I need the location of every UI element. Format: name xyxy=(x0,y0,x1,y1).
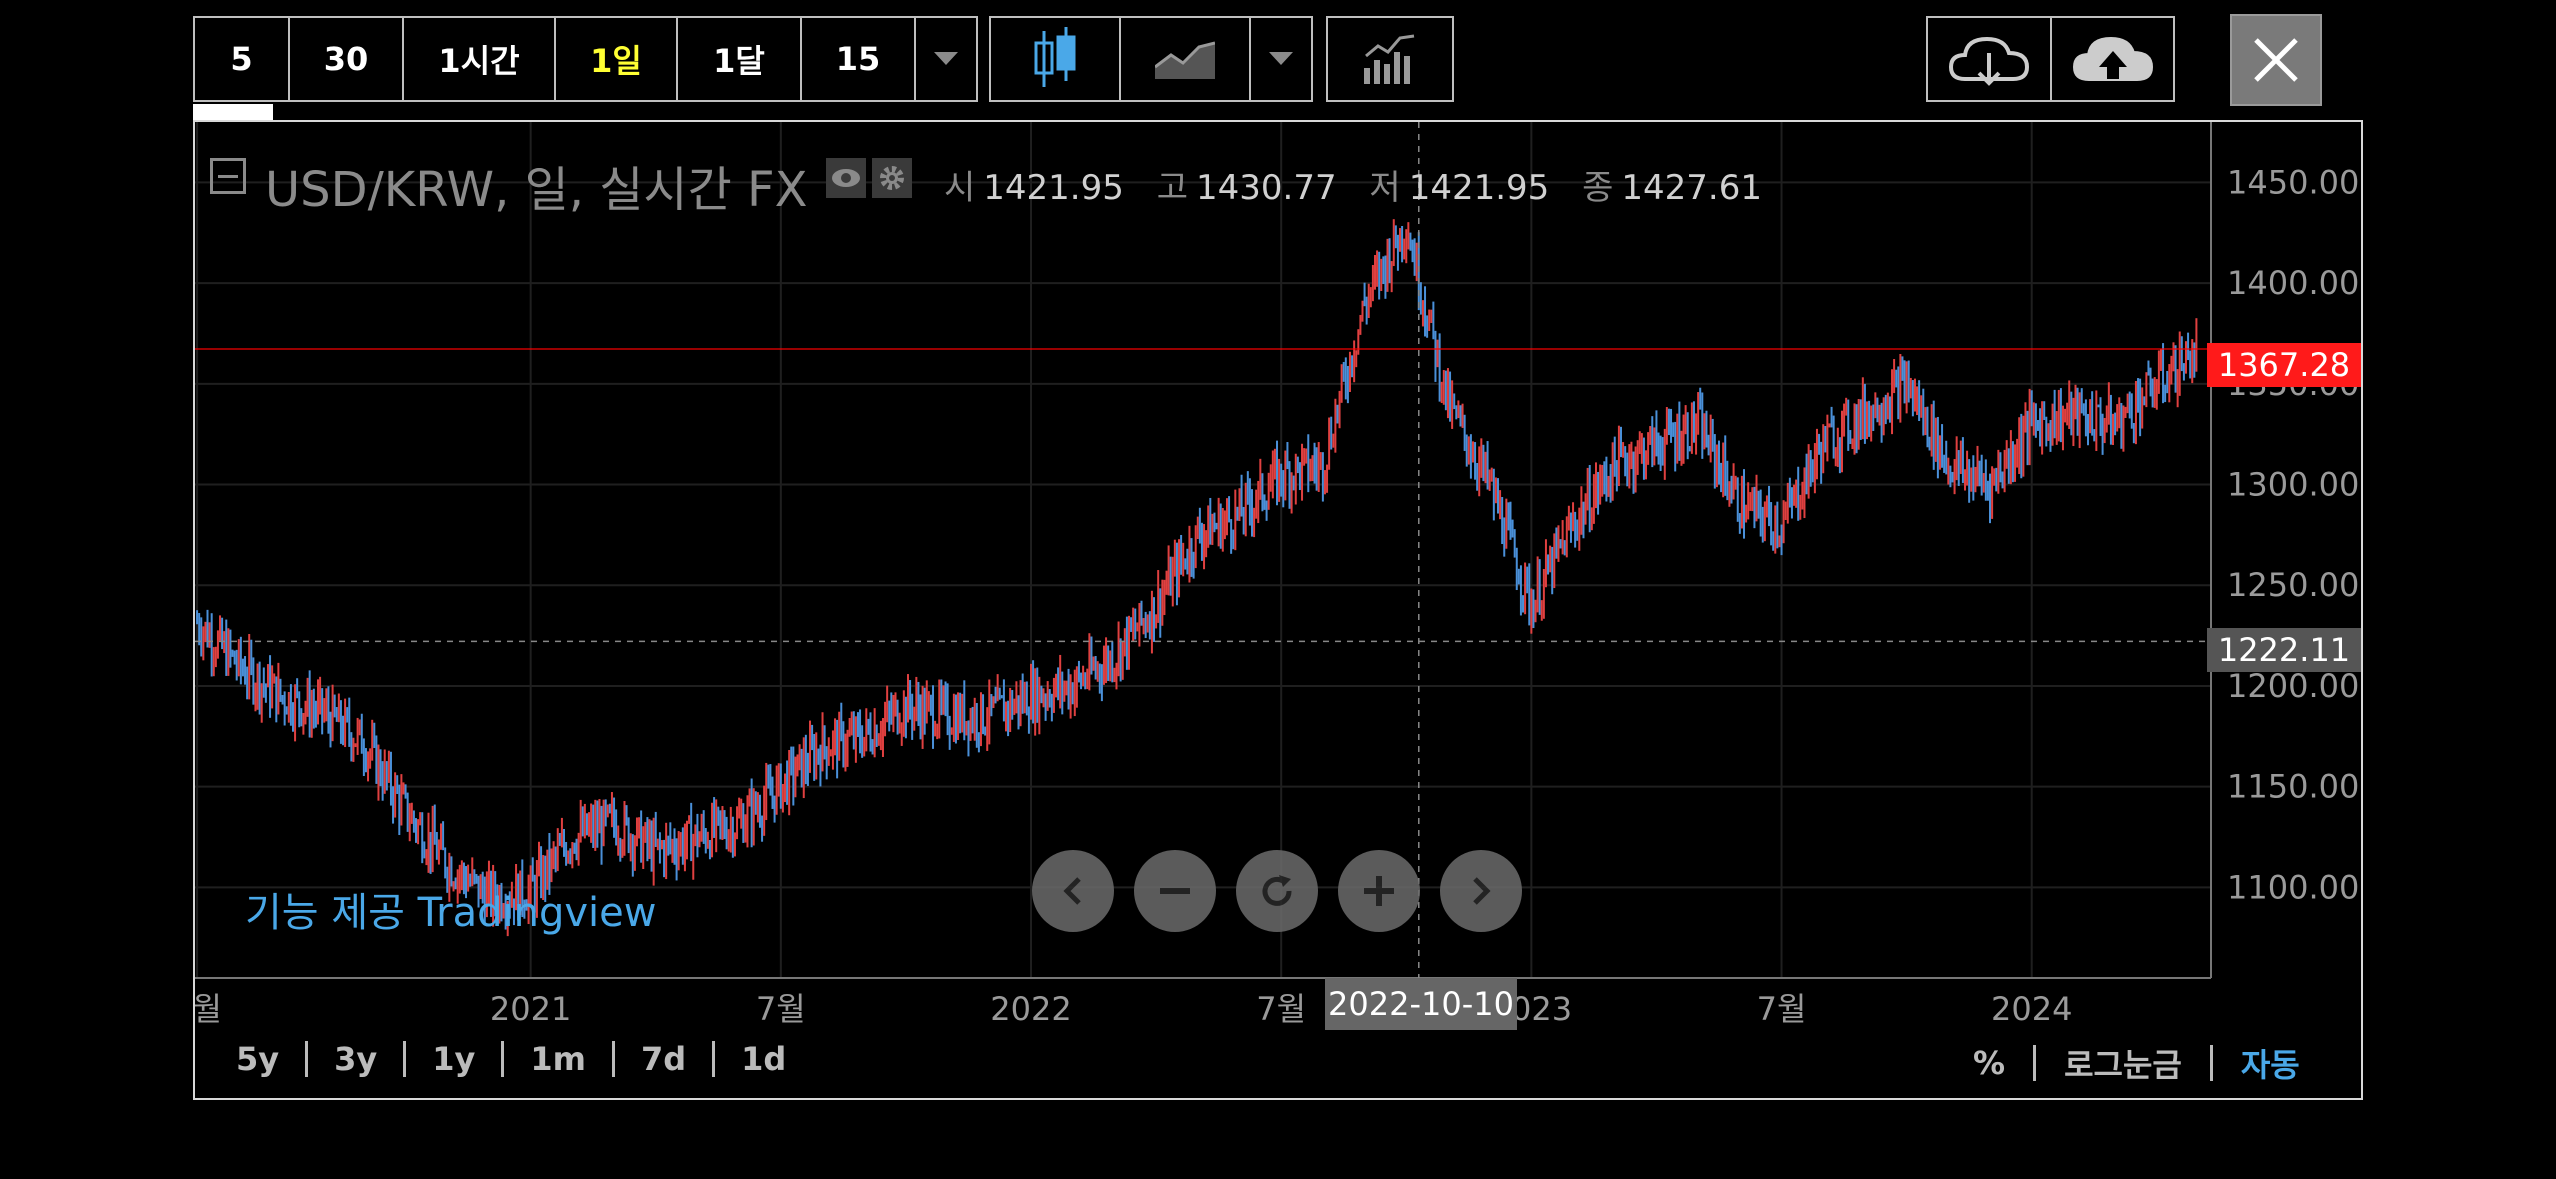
interval-label: 15 xyxy=(835,40,881,78)
y-tick-label: 1300.00 xyxy=(2227,466,2359,504)
x-tick-label: 5월 xyxy=(195,990,222,1028)
chevron-left-icon xyxy=(1063,877,1081,905)
range-3y-button[interactable]: 3y xyxy=(334,1040,378,1078)
interval-label: 1달 xyxy=(713,42,765,80)
settings-button[interactable] xyxy=(872,158,912,198)
close-button[interactable] xyxy=(2230,14,2322,106)
y-tick-label: 1400.00 xyxy=(2227,264,2359,302)
low-label: 저 xyxy=(1369,168,1401,208)
range-separator xyxy=(611,1041,615,1077)
scroll-left-button[interactable] xyxy=(1032,850,1114,932)
eye-icon xyxy=(832,169,860,187)
symbol-title: USD/KRW, 일, 실시간 FX xyxy=(265,162,808,218)
interval-30-button[interactable]: 30 xyxy=(290,18,404,100)
candlestick-icon xyxy=(1034,27,1076,87)
close-label: 종 xyxy=(1582,168,1614,208)
y-tick-label: 1200.00 xyxy=(2227,667,2359,705)
range-5y-button[interactable]: 5y xyxy=(236,1040,280,1078)
mode-separator xyxy=(2209,1045,2213,1081)
range-1y-button[interactable]: 1y xyxy=(432,1040,476,1078)
x-tick-label: 7월 xyxy=(756,990,806,1028)
legend-tools xyxy=(826,158,912,198)
percent-scale-button[interactable]: % xyxy=(1973,1044,2006,1082)
indicators-button[interactable] xyxy=(1328,18,1452,100)
area-chart-button[interactable] xyxy=(1121,18,1251,100)
interval-15-button[interactable]: 15 xyxy=(802,18,916,100)
reset-button[interactable] xyxy=(1236,850,1318,932)
last-price-tag: 1367.28 xyxy=(2207,343,2361,387)
scale-mode-bar: % 로그눈금 자동 xyxy=(1945,1040,2328,1086)
interval-5-button[interactable]: 5 xyxy=(195,18,290,100)
price-chart[interactable]: 1450.001400.001350.001300.001250.001200.… xyxy=(195,122,2361,1098)
interval-label: 1일 xyxy=(590,42,642,80)
close-icon xyxy=(2254,38,2298,82)
ohlc-values: 시 1421.95 고 1430.77 저 1421.95 종 1427.61 xyxy=(944,160,1784,209)
date-range-bar: 5y 3y 1y 1m 7d 1d xyxy=(210,1040,812,1078)
range-separator xyxy=(305,1041,309,1077)
low-value: 1421.95 xyxy=(1408,168,1550,208)
indicators-toolbar xyxy=(1326,16,1454,102)
interval-1h-button[interactable]: 1시간 xyxy=(404,18,556,100)
chevron-right-icon xyxy=(1473,877,1491,905)
x-tick-label: 2024 xyxy=(1991,990,2072,1028)
indicators-icon xyxy=(1364,34,1415,84)
crosshair-price-tag: 1222.11 xyxy=(2207,628,2361,672)
interval-label: 5 xyxy=(230,40,253,78)
chart-type-dropdown-button[interactable] xyxy=(1251,18,1311,100)
plus-icon xyxy=(1364,876,1394,906)
high-value: 1430.77 xyxy=(1195,168,1337,208)
mode-separator xyxy=(2033,1045,2037,1081)
high-label: 고 xyxy=(1156,168,1188,208)
interval-toolbar: 5 30 1시간 1일 1달 15 xyxy=(193,16,978,102)
zoom-out-button[interactable] xyxy=(1134,850,1216,932)
collapse-legend-icon[interactable] xyxy=(210,158,246,194)
area-chart-icon xyxy=(1155,41,1215,79)
tradingview-watermark[interactable]: 기능 제공 Tradingview xyxy=(245,890,657,936)
y-tick-label: 1450.00 xyxy=(2227,163,2359,201)
interval-dropdown-button[interactable] xyxy=(916,18,976,100)
chart-container: 1450.001400.001350.001300.001250.001200.… xyxy=(193,120,2363,1100)
crosshair-date-tag: 2022-10-10 xyxy=(1325,978,1517,1030)
interval-label: 30 xyxy=(323,40,369,78)
open-value: 1421.95 xyxy=(983,168,1124,208)
x-tick-label: 2021 xyxy=(490,990,571,1028)
interval-1d-button[interactable]: 1일 xyxy=(556,18,678,100)
open-label: 시 xyxy=(944,168,976,208)
range-separator xyxy=(501,1041,505,1077)
x-tick-label: 7월 xyxy=(1256,990,1306,1028)
caret-down-icon xyxy=(1269,52,1293,65)
minus-icon xyxy=(1160,888,1190,894)
scroll-right-button[interactable] xyxy=(1440,850,1522,932)
range-separator xyxy=(712,1041,716,1077)
reset-icon xyxy=(1262,875,1292,906)
candlestick-button[interactable] xyxy=(991,18,1121,100)
caret-down-icon xyxy=(934,52,958,65)
y-tick-label: 1150.00 xyxy=(2227,768,2359,806)
x-tick-label: 2022 xyxy=(990,990,1071,1028)
y-tick-label: 1100.00 xyxy=(2227,868,2359,906)
cloud-toolbar xyxy=(1926,16,2175,102)
gear-icon xyxy=(880,166,904,190)
cloud-upload-icon xyxy=(2072,36,2153,81)
cloud-upload-button[interactable] xyxy=(2052,18,2173,100)
chart-type-toolbar xyxy=(989,16,1313,102)
interval-1m-button[interactable]: 1달 xyxy=(678,18,802,100)
eye-toggle-button[interactable] xyxy=(826,158,866,198)
zoom-in-button[interactable] xyxy=(1338,850,1420,932)
collapse-tab[interactable] xyxy=(193,104,273,122)
close-value: 1427.61 xyxy=(1621,168,1762,208)
y-tick-label: 1250.00 xyxy=(2227,566,2359,604)
cloud-download-button[interactable] xyxy=(1928,18,2052,100)
x-tick-label: 7월 xyxy=(1757,990,1807,1028)
interval-label: 1시간 xyxy=(438,42,520,80)
range-separator xyxy=(403,1041,407,1077)
range-7d-button[interactable]: 7d xyxy=(640,1040,687,1078)
range-1m-button[interactable]: 1m xyxy=(530,1040,586,1078)
range-1d-button[interactable]: 1d xyxy=(741,1040,787,1078)
cloud-download-icon xyxy=(1948,36,2030,86)
log-scale-button[interactable]: 로그눈금 xyxy=(2064,1046,2182,1084)
auto-scale-button[interactable]: 자동 xyxy=(2240,1046,2300,1084)
